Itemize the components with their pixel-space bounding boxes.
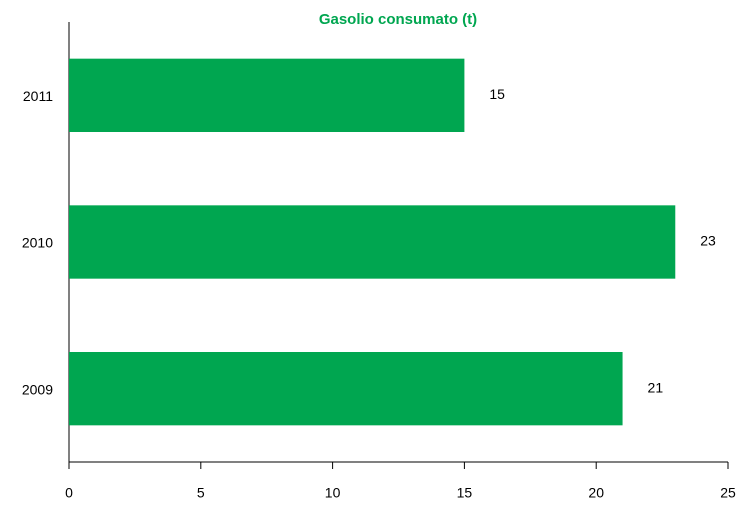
x-tick-label: 0 (65, 485, 73, 501)
data-label: 23 (700, 233, 716, 249)
x-tick-label: 20 (588, 485, 604, 501)
bar (69, 58, 465, 132)
chart-title: Gasolio consumato (t) (319, 11, 477, 28)
y-tick-label: 2009 (22, 381, 53, 397)
bar (69, 205, 676, 279)
data-label: 21 (648, 379, 664, 395)
x-tick-label: 5 (197, 485, 205, 501)
y-tick-label: 2010 (22, 235, 53, 251)
x-tick-label: 15 (457, 485, 473, 501)
bar (69, 352, 623, 426)
x-tick-label: 10 (325, 485, 341, 501)
y-tick-label: 2011 (23, 88, 53, 104)
data-label: 15 (489, 86, 505, 102)
x-tick-label: 25 (720, 485, 736, 501)
